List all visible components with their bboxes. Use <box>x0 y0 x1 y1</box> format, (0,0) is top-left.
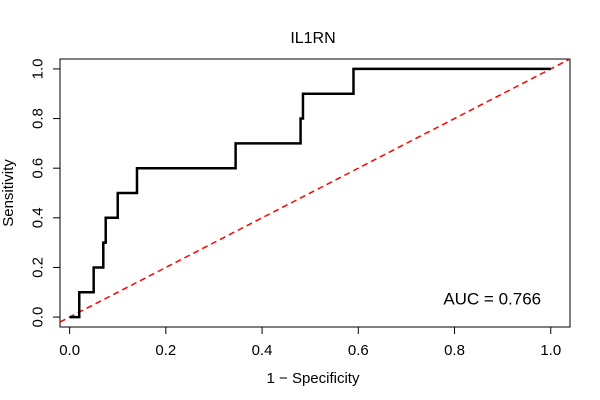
auc-annotation: AUC = 0.766 <box>443 290 541 309</box>
y-tick-label: 0.8 <box>30 108 47 129</box>
y-axis: 0.0 0.2 0.4 0.6 0.8 1.0 <box>30 58 61 328</box>
x-tick-label: 0.6 <box>348 342 369 359</box>
roc-curve-line <box>69 67 551 319</box>
x-tick-label: 0.2 <box>155 342 176 359</box>
x-axis: 0.0 0.2 0.4 0.6 0.8 1.0 <box>59 326 561 359</box>
x-tick-label: 0.8 <box>444 342 465 359</box>
x-tick-label: 0.0 <box>59 342 80 359</box>
x-tick-label: 0.4 <box>252 342 273 359</box>
chart-title: IL1RN <box>290 30 335 47</box>
reference-diagonal-line <box>59 58 571 323</box>
y-tick-label: 1.0 <box>30 58 47 79</box>
y-tick-label: 0.2 <box>30 257 47 278</box>
x-axis-label: 1 − Specificity <box>267 370 360 387</box>
x-tick-label: 1.0 <box>540 342 561 359</box>
y-tick-label: 0.0 <box>30 307 47 328</box>
y-tick-label: 0.4 <box>30 207 47 228</box>
series-layer <box>59 58 571 323</box>
y-axis-label: Sensitivity <box>0 159 17 227</box>
y-tick-label: 0.6 <box>30 158 47 179</box>
